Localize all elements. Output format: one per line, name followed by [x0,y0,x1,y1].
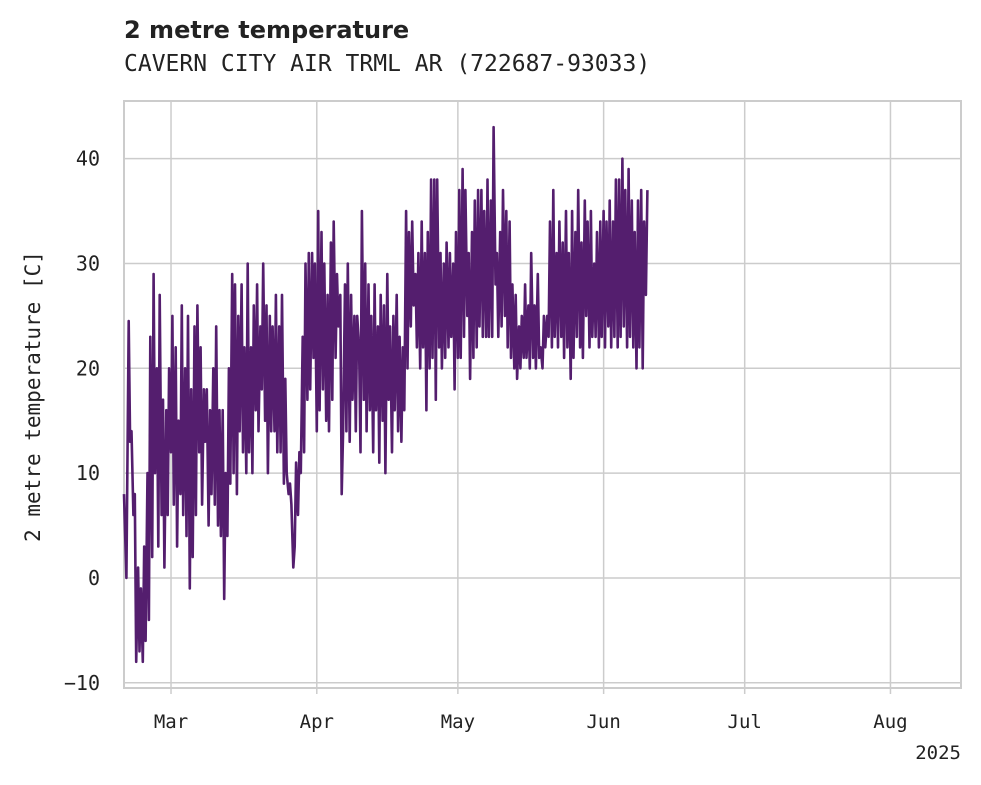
y-tick-label: 40 [76,147,100,171]
x-tick-label: Jun [586,711,620,733]
y-tick-label: 0 [88,566,100,590]
x-tick-label: Aug [873,711,907,733]
x-axis: Mar Apr May Jun Jul Aug [154,688,908,733]
plot-frame [123,100,962,689]
y-axis: −10 0 10 20 30 40 [64,147,100,695]
y-tick-label: 30 [76,251,100,275]
x-tick-label: Mar [154,711,188,733]
chart-subtitle: CAVERN CITY AIR TRML AR (722687-93033) [124,51,651,77]
y-tick-label: −10 [64,671,100,695]
x-axis-year-label: 2025 [915,742,961,764]
series-line [122,125,649,664]
x-tick-label: May [441,711,475,733]
chart-title: 2 metre temperature [124,16,410,44]
y-tick-label: 20 [76,356,100,380]
y-tick-label: 10 [76,461,100,485]
x-tick-label: Apr [300,711,334,733]
x-tick-label: Jul [728,711,762,733]
y-axis-label: 2 metre temperature [C] [21,251,45,542]
